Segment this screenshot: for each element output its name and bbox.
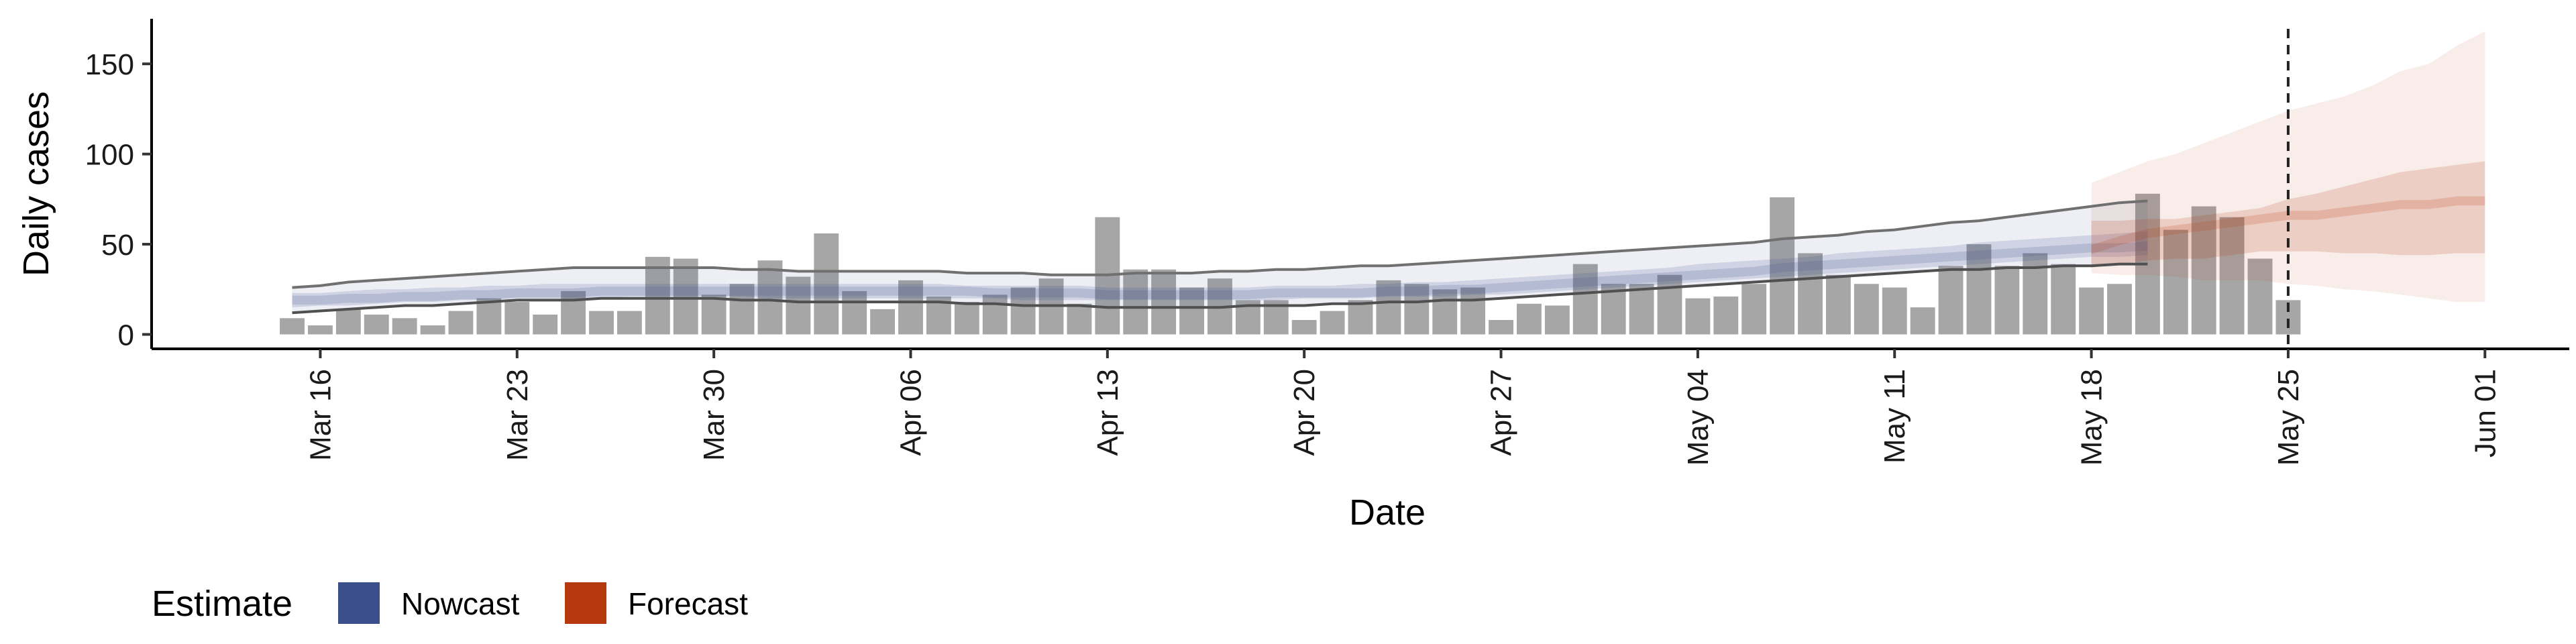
case-bar [842,290,867,335]
y-tick-label: 0 [118,319,134,352]
case-bar [420,325,445,335]
x-tick-label: Apr 20 [1288,369,1321,456]
case-bar [1151,269,1177,335]
legend-label-forecast: Forecast [628,586,748,621]
case-bar [1825,274,1851,335]
y-tick-label: 100 [85,139,134,172]
case-bar [1657,274,1682,335]
case-bar [1854,284,1879,335]
x-tick-label: Mar 30 [698,369,731,461]
x-tick-label: Apr 06 [894,369,927,456]
x-tick-label: Mar 23 [501,369,534,461]
nowcast-inner-band [292,231,2148,308]
case-bar [589,311,614,335]
case-bar [533,314,558,335]
outer-bound-lines [292,199,2148,315]
case-bar [870,309,896,335]
nowcast-outer-band [292,201,2148,313]
x-axis-title: Date [1349,492,1426,533]
x-tick-label: May 18 [2076,369,2108,466]
case-bar [1376,280,1401,335]
case-bar [982,294,1008,335]
case-bar [1067,303,1092,335]
y-tick-label: 150 [85,48,134,81]
case-bar [1123,269,1148,335]
case-bar [1291,319,1317,335]
case-bar [1517,303,1542,335]
case-bar [1010,287,1036,335]
y-axis-title: Daily cases [16,91,56,276]
case-bar [1348,300,1373,335]
x-tick-label: Jun 01 [2469,369,2502,458]
case-bar [2191,206,2216,335]
case-bar [1910,307,1935,335]
nowcast-upper-line [292,199,2148,289]
case-bar [1770,197,1795,335]
case-bar [1685,298,1711,335]
x-tick-label: May 11 [1878,369,1911,464]
case-bar [2163,229,2188,335]
x-axis-ticks: Mar 16 Mar 23 Mar 30 Apr 06 Apr 13 Apr 20 Apr … [304,349,2502,466]
y-tick-label: 50 [101,229,134,262]
case-bar [504,302,530,335]
case-bar [476,298,502,335]
case-bar [2051,264,2076,335]
case-bar [392,318,417,335]
case-bar [1629,284,1654,335]
x-tick-label: Apr 13 [1091,369,1124,456]
legend: Estimate Nowcast Forecast [152,582,748,624]
case-bar [364,314,389,335]
case-bar [448,311,474,335]
case-bar [954,302,979,335]
case-bar [1966,244,1992,335]
nowcast-lower-line [292,262,2148,315]
case-bar [1798,253,1823,335]
case-bar [814,233,839,335]
case-bar [2079,287,2104,335]
case-bar [1489,319,1513,335]
case-bar [645,256,670,335]
case-bar [898,280,923,335]
legend-swatch-forecast [565,582,606,624]
nowcast-median-band [292,241,2148,305]
case-bar [335,309,361,335]
bars [280,193,2301,335]
x-tick-label: Mar 16 [304,369,337,461]
case-bar [1882,287,1907,335]
case-bar [1544,305,1570,335]
case-bar [786,276,811,335]
case-bar [1572,264,1598,335]
legend-label-nowcast: Nowcast [401,586,520,621]
case-bar [1320,311,1345,335]
case-bar [673,258,698,335]
case-bar [1713,297,1739,335]
legend-title: Estimate [152,584,292,624]
x-tick-label: May 25 [2272,369,2305,466]
case-bar [1460,287,1486,335]
case-bar [1432,289,1458,335]
case-bar [2219,217,2245,335]
case-bar [1938,266,1964,335]
case-bar [280,318,305,335]
case-bar [757,260,783,335]
case-bar [2247,258,2273,335]
legend-swatch-nowcast [338,582,380,624]
case-bar [1741,284,1767,335]
case-bar [729,284,755,335]
forecast-median-band [2091,196,2485,254]
case-bar [1179,287,1204,335]
estimate-bands [292,31,2485,313]
y-axis-ticks: 0 50 100 150 [85,48,152,352]
case-bar [308,325,333,335]
case-bar [1994,266,2020,335]
case-bar [2107,284,2132,335]
case-bar [701,294,727,335]
case-bar [1404,284,1430,335]
case-bar [616,311,642,335]
x-tick-label: May 04 [1682,369,1715,466]
x-tick-label: Apr 27 [1485,369,1518,456]
